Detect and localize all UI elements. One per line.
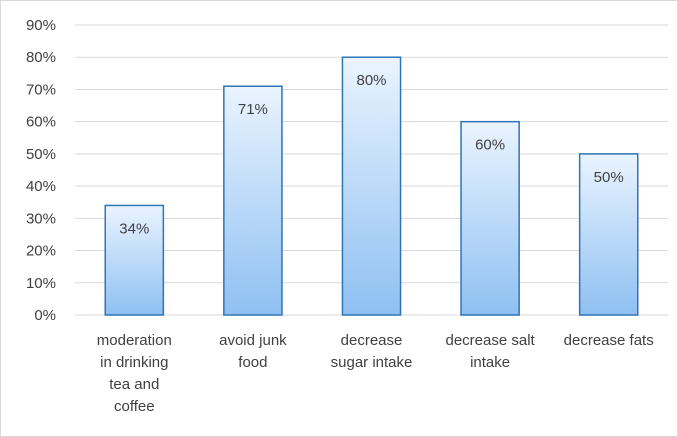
data-label: 60% <box>475 137 505 154</box>
y-tick-label: 80% <box>26 49 56 66</box>
category-label: decrease fats <box>564 332 654 349</box>
y-tick-label: 0% <box>34 307 56 324</box>
category-label-line: decrease <box>341 332 403 349</box>
category-label-line: food <box>238 354 267 371</box>
category-label: decrease sugar intake <box>331 332 413 371</box>
y-tick-label: 40% <box>26 178 56 195</box>
bar <box>578 153 639 316</box>
bars <box>104 56 639 316</box>
y-tick-label: 70% <box>26 81 56 98</box>
y-tick-label: 30% <box>26 210 56 227</box>
y-tick-label: 90% <box>26 17 56 34</box>
y-tick-label: 60% <box>26 114 56 131</box>
bar <box>341 56 402 316</box>
y-tick-label: 20% <box>26 243 56 260</box>
category-label-line: coffee <box>114 398 155 415</box>
bar <box>104 204 165 316</box>
category-label: decrease salt intake <box>445 332 535 371</box>
category-label: moderation in drinking tea and coffee <box>97 332 172 415</box>
y-tick-label: 10% <box>26 275 56 292</box>
bar <box>460 120 520 316</box>
category-label-line: tea and <box>109 376 159 393</box>
data-label: 80% <box>356 72 386 89</box>
y-tick-label: 50% <box>26 146 56 163</box>
category-label-line: intake <box>470 354 510 371</box>
category-label-line: moderation <box>97 332 172 349</box>
category-label: avoid junk food <box>219 332 287 371</box>
category-labels: moderation in drinking tea and coffee avoid … <box>97 332 654 415</box>
data-label: 71% <box>238 101 268 118</box>
y-axis-ticks: 0% 10% 20% 30% 40% 50% 60% 70% 80% 90% <box>26 17 56 324</box>
category-label-line: avoid junk <box>219 332 287 349</box>
bar <box>223 85 283 316</box>
data-label: 50% <box>594 169 624 186</box>
category-label-line: decrease fats <box>564 332 654 349</box>
data-label: 34% <box>119 220 149 237</box>
category-label-line: in drinking <box>100 354 168 371</box>
category-label-line: decrease salt <box>445 332 535 349</box>
data-labels: 34% 71% 80% 60% 50% <box>119 72 623 237</box>
category-label-line: sugar intake <box>331 354 413 371</box>
